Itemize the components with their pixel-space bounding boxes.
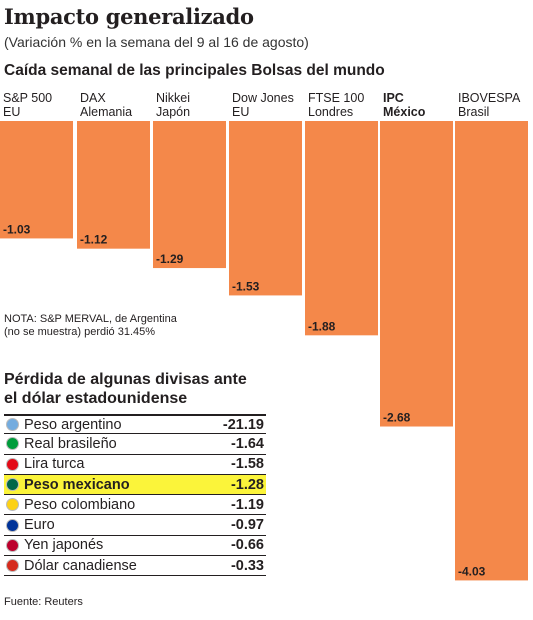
bar-value-label: -1.12 (80, 233, 108, 247)
category-label: DAX (80, 91, 106, 105)
bar (305, 121, 378, 336)
bar (77, 121, 150, 249)
bar (229, 121, 302, 296)
currency-name: Peso mexicano (24, 476, 130, 493)
category-label: Alemania (80, 105, 132, 119)
note: NOTA: S&P MERVAL, de Argentina (no se mu… (4, 313, 177, 339)
currency-row: Peso colombiano -1.19 (4, 495, 266, 516)
category-label: EU (3, 105, 20, 119)
category-label: México (383, 105, 426, 119)
bar-value-label: -1.88 (308, 319, 336, 333)
currency-name: Real brasileño (24, 435, 117, 452)
chart-heading: Caída semanal de las principales Bolsas … (4, 62, 385, 79)
category-label: EU (232, 105, 249, 119)
currency-row: Euro -0.97 (4, 515, 266, 536)
currency-value: -0.97 (230, 517, 264, 534)
currency-name: Peso colombiano (24, 496, 136, 513)
currency-name: Dólar canadiense (24, 557, 137, 574)
bar-value-label: -1.03 (3, 222, 31, 236)
brazil-flag-icon (6, 437, 19, 451)
currency-value: -1.64 (230, 435, 264, 452)
category-label: Dow Jones (232, 91, 294, 105)
argentina-flag-icon (6, 418, 19, 432)
bar-value-label: -2.68 (383, 411, 411, 425)
bar (153, 121, 226, 269)
currency-value: -1.58 (230, 456, 264, 473)
bar (380, 121, 453, 427)
category-label: Japón (156, 105, 190, 119)
currency-heading-line-1: Pérdida de algunas divisas ante (4, 371, 247, 388)
category-label: Nikkei (156, 91, 190, 105)
currency-name: Yen japonés (24, 537, 104, 554)
bar-value-label: -1.53 (232, 279, 260, 293)
subtitle: (Variación % en la semana del 9 al 16 de… (4, 34, 309, 50)
currency-row: Peso mexicano -1.28 (4, 474, 266, 496)
currency-row: Yen japonés -0.66 (4, 536, 266, 557)
eu-flag-icon (6, 518, 19, 532)
currency-value: -0.33 (230, 557, 264, 574)
source: Fuente: Reuters (4, 596, 83, 608)
bar-value-label: -4.03 (458, 564, 486, 578)
currency-heading-line-2: el dólar estadounidense (4, 390, 188, 407)
canada-flag-icon (6, 559, 19, 573)
currency-row: Lira turca -1.58 (4, 455, 266, 475)
japan-flag-icon (6, 538, 19, 552)
currency-value: -0.66 (230, 537, 264, 554)
note-line-1: NOTA: S&P MERVAL, de Argentina (4, 313, 177, 325)
turkey-flag-icon (6, 457, 19, 471)
currency-heading: Pérdida de algunas divisas ante el dólar… (4, 370, 284, 408)
category-label: S&P 500 (3, 91, 52, 105)
currency-row: Dólar canadiense -0.33 (4, 556, 266, 577)
currency-row: Real brasileño -1.64 (4, 434, 266, 455)
category-label: FTSE 100 (308, 91, 364, 105)
category-label: Londres (308, 105, 353, 119)
note-line-2: (no se muestra) perdió 31.45% (4, 326, 156, 338)
currency-value: -21.19 (222, 416, 264, 433)
bar (0, 121, 73, 239)
page-title: Impacto generalizado (4, 4, 254, 29)
currency-value: -1.28 (230, 476, 264, 493)
currency-row: Peso argentino -21.19 (4, 414, 266, 435)
colombia-flag-icon (6, 498, 19, 512)
currency-name: Peso argentino (24, 416, 122, 433)
bar-value-label: -1.29 (156, 252, 184, 266)
bar (455, 121, 528, 581)
mexico-flag-icon (6, 478, 19, 492)
category-label: IBOVESPA (458, 91, 521, 105)
currency-table: Peso argentino -21.19 Real brasileño -1.64 L… (4, 414, 266, 577)
category-label: IPC (383, 91, 404, 105)
currency-name: Euro (24, 517, 55, 534)
currency-value: -1.19 (230, 496, 264, 513)
currency-name: Lira turca (24, 456, 85, 473)
category-label: Brasil (458, 105, 489, 119)
